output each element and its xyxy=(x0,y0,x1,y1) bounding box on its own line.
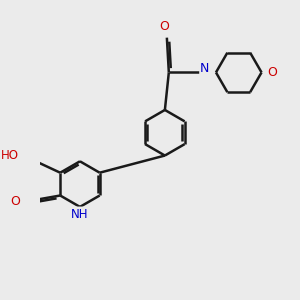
Text: N: N xyxy=(200,62,210,75)
Text: O: O xyxy=(11,195,20,208)
Text: O: O xyxy=(159,20,169,33)
Text: HO: HO xyxy=(1,149,19,162)
Text: NH: NH xyxy=(71,208,89,220)
Text: O: O xyxy=(268,66,278,79)
